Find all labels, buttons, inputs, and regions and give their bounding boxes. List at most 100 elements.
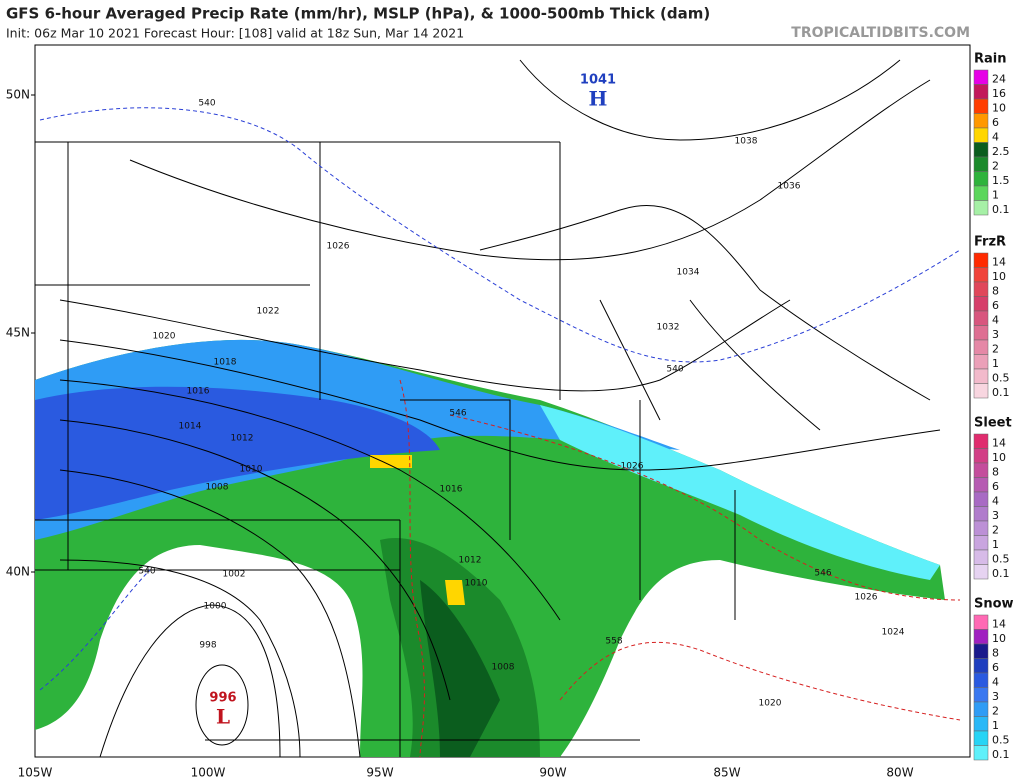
contour-label: 1034 <box>677 268 700 278</box>
legend-swatch <box>973 185 989 201</box>
legend-label: 0.5 <box>992 371 1010 384</box>
legend-label: 8 <box>992 646 999 659</box>
isobars <box>59 59 941 757</box>
legend-label: 0.5 <box>992 552 1010 565</box>
legend-swatch <box>973 614 989 630</box>
legend-swatch <box>973 142 989 158</box>
legend-swatch <box>973 383 989 399</box>
legend-label: 4 <box>992 130 999 143</box>
legend-swatch <box>973 200 989 216</box>
contour-label: 1038 <box>735 137 758 147</box>
contour-label: 1008 <box>492 663 515 673</box>
subtitle: Init: 06z Mar 10 2021 Forecast Hour: [10… <box>6 26 464 41</box>
contour-label: 998 <box>199 641 216 651</box>
legend-label: 10 <box>992 101 1006 114</box>
legend-label: 1 <box>992 357 999 370</box>
legend-swatch <box>973 687 989 703</box>
legend-swatch <box>973 716 989 732</box>
legend-swatch <box>973 267 989 283</box>
contour-label: 1002 <box>223 570 246 580</box>
legend-swatch <box>973 701 989 717</box>
contour-label: 1026 <box>621 462 644 472</box>
legend-swatch <box>973 643 989 659</box>
legend-swatch <box>973 658 989 674</box>
legend-label: 6 <box>992 116 999 129</box>
legend-label: 4 <box>992 675 999 688</box>
legend-label: 2.5 <box>992 145 1010 158</box>
lon-label: 90W <box>539 766 566 780</box>
precip-darkest <box>420 580 500 757</box>
legend-label: 14 <box>992 436 1006 449</box>
legend-label: 0.1 <box>992 203 1010 216</box>
legend-swatch <box>973 69 989 85</box>
contour-label: 1016 <box>187 387 210 397</box>
lon-label: 85W <box>713 766 740 780</box>
legend-label: 6 <box>992 299 999 312</box>
thickness-546 <box>399 379 961 757</box>
contour-label: 546 <box>449 409 466 419</box>
contour-label: 1026 <box>327 242 350 252</box>
legend-title: Rain <box>974 52 1007 67</box>
legend-swatch <box>973 564 989 580</box>
lon-label: 105W <box>18 766 53 780</box>
contour-label: 1036 <box>778 182 801 192</box>
center-value: 996 <box>209 691 236 706</box>
legend-label: 6 <box>992 661 999 674</box>
contour-label: 1000 <box>204 602 227 612</box>
legend-swatch <box>973 156 989 172</box>
legend-label: 2 <box>992 342 999 355</box>
legend-swatch <box>973 171 989 187</box>
lat-label: 50N <box>6 88 30 102</box>
legend-label: 0.1 <box>992 386 1010 399</box>
contour-label: 1026 <box>855 593 878 603</box>
legend-label: 1 <box>992 719 999 732</box>
legend-label: 10 <box>992 632 1006 645</box>
lat-label: 45N <box>6 326 30 340</box>
contour-label: 546 <box>814 569 831 579</box>
legend-label: 2 <box>992 523 999 536</box>
legend-swatch <box>973 629 989 645</box>
precip-yellow <box>370 455 412 468</box>
legend-swatch <box>973 462 989 478</box>
contour-label: 540 <box>666 365 683 375</box>
legend-swatch <box>973 730 989 746</box>
legend-label: 0.5 <box>992 733 1010 746</box>
contour-label: 1010 <box>465 579 488 589</box>
legend-swatch <box>973 549 989 565</box>
legend-swatch <box>973 745 989 761</box>
legend-swatch <box>973 491 989 507</box>
contour-label: 1020 <box>153 332 176 342</box>
legend-label: 8 <box>992 465 999 478</box>
contour-label: 1016 <box>440 485 463 495</box>
lat-label: 40N <box>6 565 30 579</box>
legend-label: 0.1 <box>992 748 1010 761</box>
legend-title: Snow <box>974 597 1014 612</box>
legend-swatch <box>973 84 989 100</box>
legend-swatch <box>973 127 989 143</box>
lon-label: 95W <box>366 766 393 780</box>
legend-label: 10 <box>992 451 1006 464</box>
legend-label: 24 <box>992 72 1006 85</box>
legend-label: 3 <box>992 690 999 703</box>
legend-label: 2 <box>992 159 999 172</box>
borders <box>35 141 931 757</box>
legend-label: 3 <box>992 328 999 341</box>
legend-label: 1 <box>992 188 999 201</box>
legend-swatch <box>973 296 989 312</box>
legend-label: 2 <box>992 704 999 717</box>
legend-label: 6 <box>992 480 999 493</box>
legend-swatch <box>973 354 989 370</box>
legend-swatch <box>973 252 989 268</box>
center-value: 1041 <box>580 73 616 88</box>
legend-swatch <box>973 433 989 449</box>
center-symbol: H <box>589 87 608 111</box>
legend-label: 1 <box>992 538 999 551</box>
contour-label: 1024 <box>882 628 905 638</box>
lon-label: 100W <box>191 766 226 780</box>
legend-swatch <box>973 520 989 536</box>
map-area <box>34 44 971 758</box>
legend-swatch <box>973 281 989 297</box>
contour-label: 1008 <box>206 483 229 493</box>
title: GFS 6-hour Averaged Precip Rate (mm/hr),… <box>6 5 710 23</box>
